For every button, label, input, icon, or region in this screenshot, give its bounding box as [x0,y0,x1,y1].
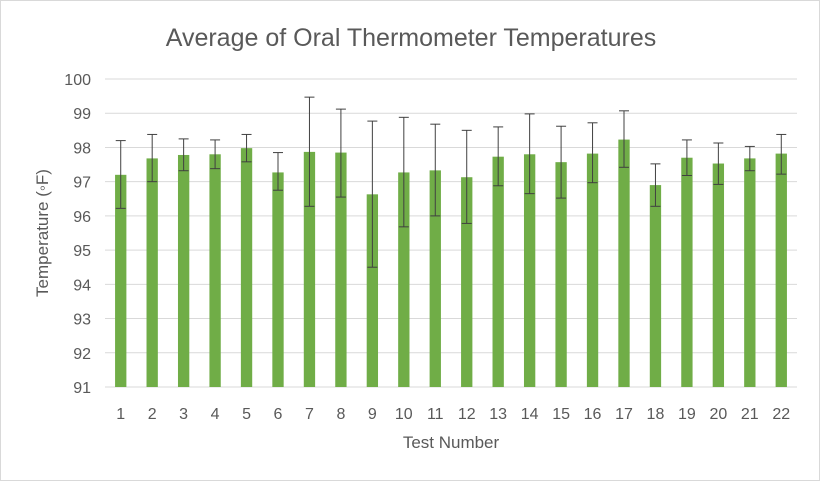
y-axis-label: Temperature (◦F) [33,169,52,297]
error-bar [430,123,441,217]
bar [744,158,756,387]
error-bar [461,129,472,224]
bar [712,163,725,387]
x-tick-label: 9 [368,406,377,423]
bar [523,154,536,387]
x-tick-label: 14 [521,406,539,423]
error-bar [115,140,126,209]
x-tick-label: 11 [427,406,444,423]
bar [240,148,253,387]
error-bar [556,125,567,199]
y-tick-label: 96 [73,209,91,226]
bar [146,158,158,387]
error-bar [587,122,598,184]
bar [555,162,567,387]
chart-title: Average of Oral Thermometer Temperatures [166,24,657,52]
error-bar [335,108,346,198]
error-bar [210,139,221,170]
error-bar [493,126,504,187]
error-bar [713,142,724,185]
x-tick-label: 12 [458,406,476,423]
y-tick-label: 98 [73,140,91,157]
y-axis-ticks: 91 92 93 94 95 96 97 98 99 100 [64,72,91,397]
bar [649,185,662,387]
y-tick-label: 91 [73,380,91,397]
error-bar [398,116,409,228]
bar [681,157,693,387]
error-bar [744,145,755,172]
error-bar [681,139,692,177]
bar [618,139,630,387]
x-tick-label: 19 [678,406,696,423]
bar [272,172,284,387]
error-bar [147,133,158,183]
x-tick-label: 21 [741,406,759,423]
bar [586,153,599,387]
bar [209,154,221,387]
x-tick-label: 7 [305,406,314,423]
x-tick-label: 2 [148,406,157,423]
error-bars [115,96,787,268]
bar [461,177,473,387]
x-tick-label: 10 [395,406,413,423]
x-axis-ticks: 1 2 3 4 5 6 7 8 9 10 11 12 13 14 15 16 17 18 19 20 21 22 [116,406,790,423]
x-tick-label: 8 [336,406,345,423]
error-bar [273,152,283,191]
x-tick-label: 5 [242,406,251,423]
bar [398,172,410,387]
x-tick-label: 18 [647,406,665,423]
x-tick-label: 15 [552,406,570,423]
bar [492,156,504,387]
bar [429,170,441,387]
x-tick-label: 4 [211,406,220,423]
error-bar [524,113,535,195]
x-tick-label: 1 [116,406,125,423]
error-bar [650,163,661,207]
x-tick-label: 6 [274,406,283,423]
error-bar [241,133,252,163]
error-bar [776,133,787,175]
x-tick-label: 17 [615,406,633,423]
error-bar [304,96,315,207]
bar [177,154,190,387]
x-tick-label: 3 [179,406,188,423]
error-bar [367,120,378,268]
y-tick-label: 95 [73,243,91,260]
x-tick-label: 22 [772,406,790,423]
bars [115,139,787,387]
bar [366,194,379,387]
y-tick-label: 100 [64,72,91,89]
y-tick-label: 99 [73,106,91,123]
x-tick-label: 16 [584,406,602,423]
gridlines [105,78,797,388]
bar [335,152,347,387]
bar [303,151,316,387]
bar [115,174,127,387]
y-tick-label: 92 [73,346,91,363]
y-tick-label: 93 [73,312,91,329]
x-tick-label: 20 [709,406,727,423]
error-bar [178,138,189,172]
y-tick-label: 94 [73,277,91,294]
error-bar [619,110,629,168]
y-tick-label: 97 [73,175,91,192]
x-tick-label: 13 [489,406,507,423]
x-axis-label: Test Number [403,433,500,452]
bar [775,153,787,387]
